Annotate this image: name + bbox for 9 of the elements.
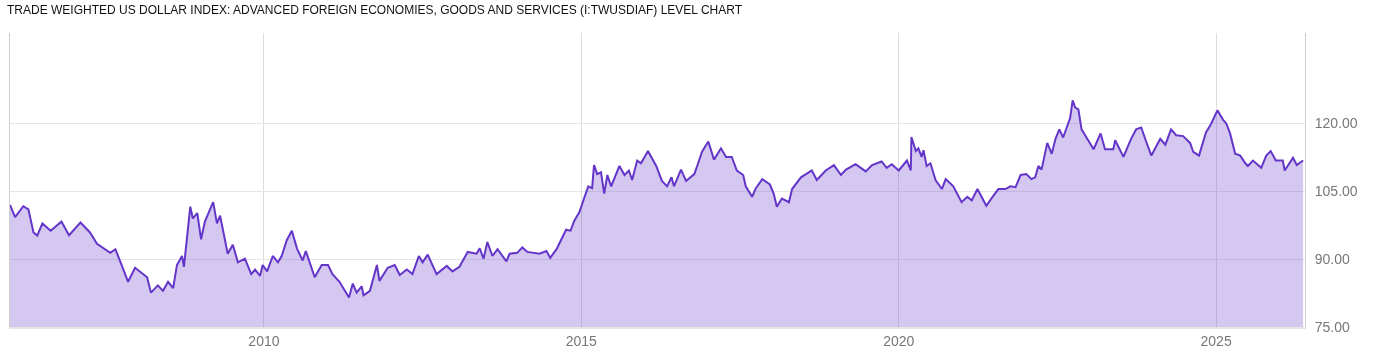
y-tick-label: 90.00 (1314, 251, 1351, 268)
y-tick-label: 105.00 (1314, 183, 1358, 200)
x-tick-label: 2015 (565, 332, 598, 349)
x-tick-label: 2010 (248, 332, 280, 349)
y-tick-label: 75.00 (1314, 318, 1351, 335)
chart-title: TRADE WEIGHTED US DOLLAR INDEX: ADVANCED FOREIGN ECONOMIES, GOODS AND SERVICES (I:TWUSDIAF) LEVEL CHART (7, 2, 743, 17)
x-tick-label: 2020 (883, 332, 915, 349)
y-tick-label: 120.00 (1314, 115, 1358, 132)
x-tick-label: 2025 (1200, 332, 1232, 349)
